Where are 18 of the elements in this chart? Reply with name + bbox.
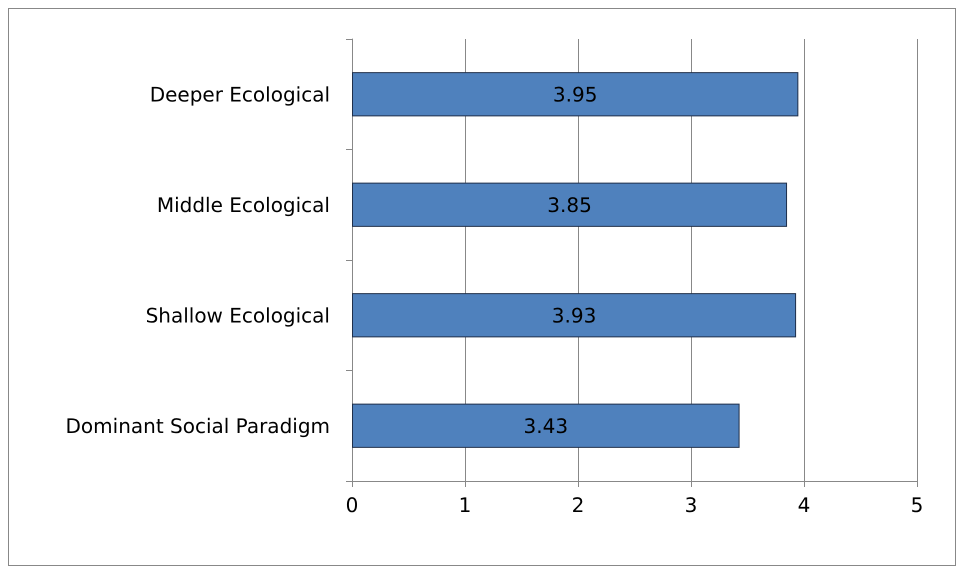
data-label: 3.95 [552, 82, 598, 106]
y-tick-label: Deeper Ecological [150, 82, 330, 106]
bar [352, 182, 788, 227]
data-label: 3.85 [547, 192, 592, 217]
y-tick-label: Shallow Ecological [146, 303, 330, 328]
data-label: 3.43 [524, 414, 568, 438]
x-tick-label: 4 [798, 493, 810, 517]
bar [352, 293, 796, 338]
x-tick-label: 5 [910, 493, 924, 517]
y-tick-label: Middle Ecological [156, 192, 330, 217]
x-tick-label: 2 [572, 493, 584, 517]
bar [352, 404, 740, 448]
x-tick-label: 1 [458, 493, 472, 517]
data-label: 3.93 [552, 303, 596, 328]
x-tick-label: 0 [346, 493, 358, 517]
x-tick-label: 3 [684, 493, 698, 517]
bar [352, 72, 798, 116]
y-tick-label: Dominant Social Paradigm [66, 414, 330, 438]
